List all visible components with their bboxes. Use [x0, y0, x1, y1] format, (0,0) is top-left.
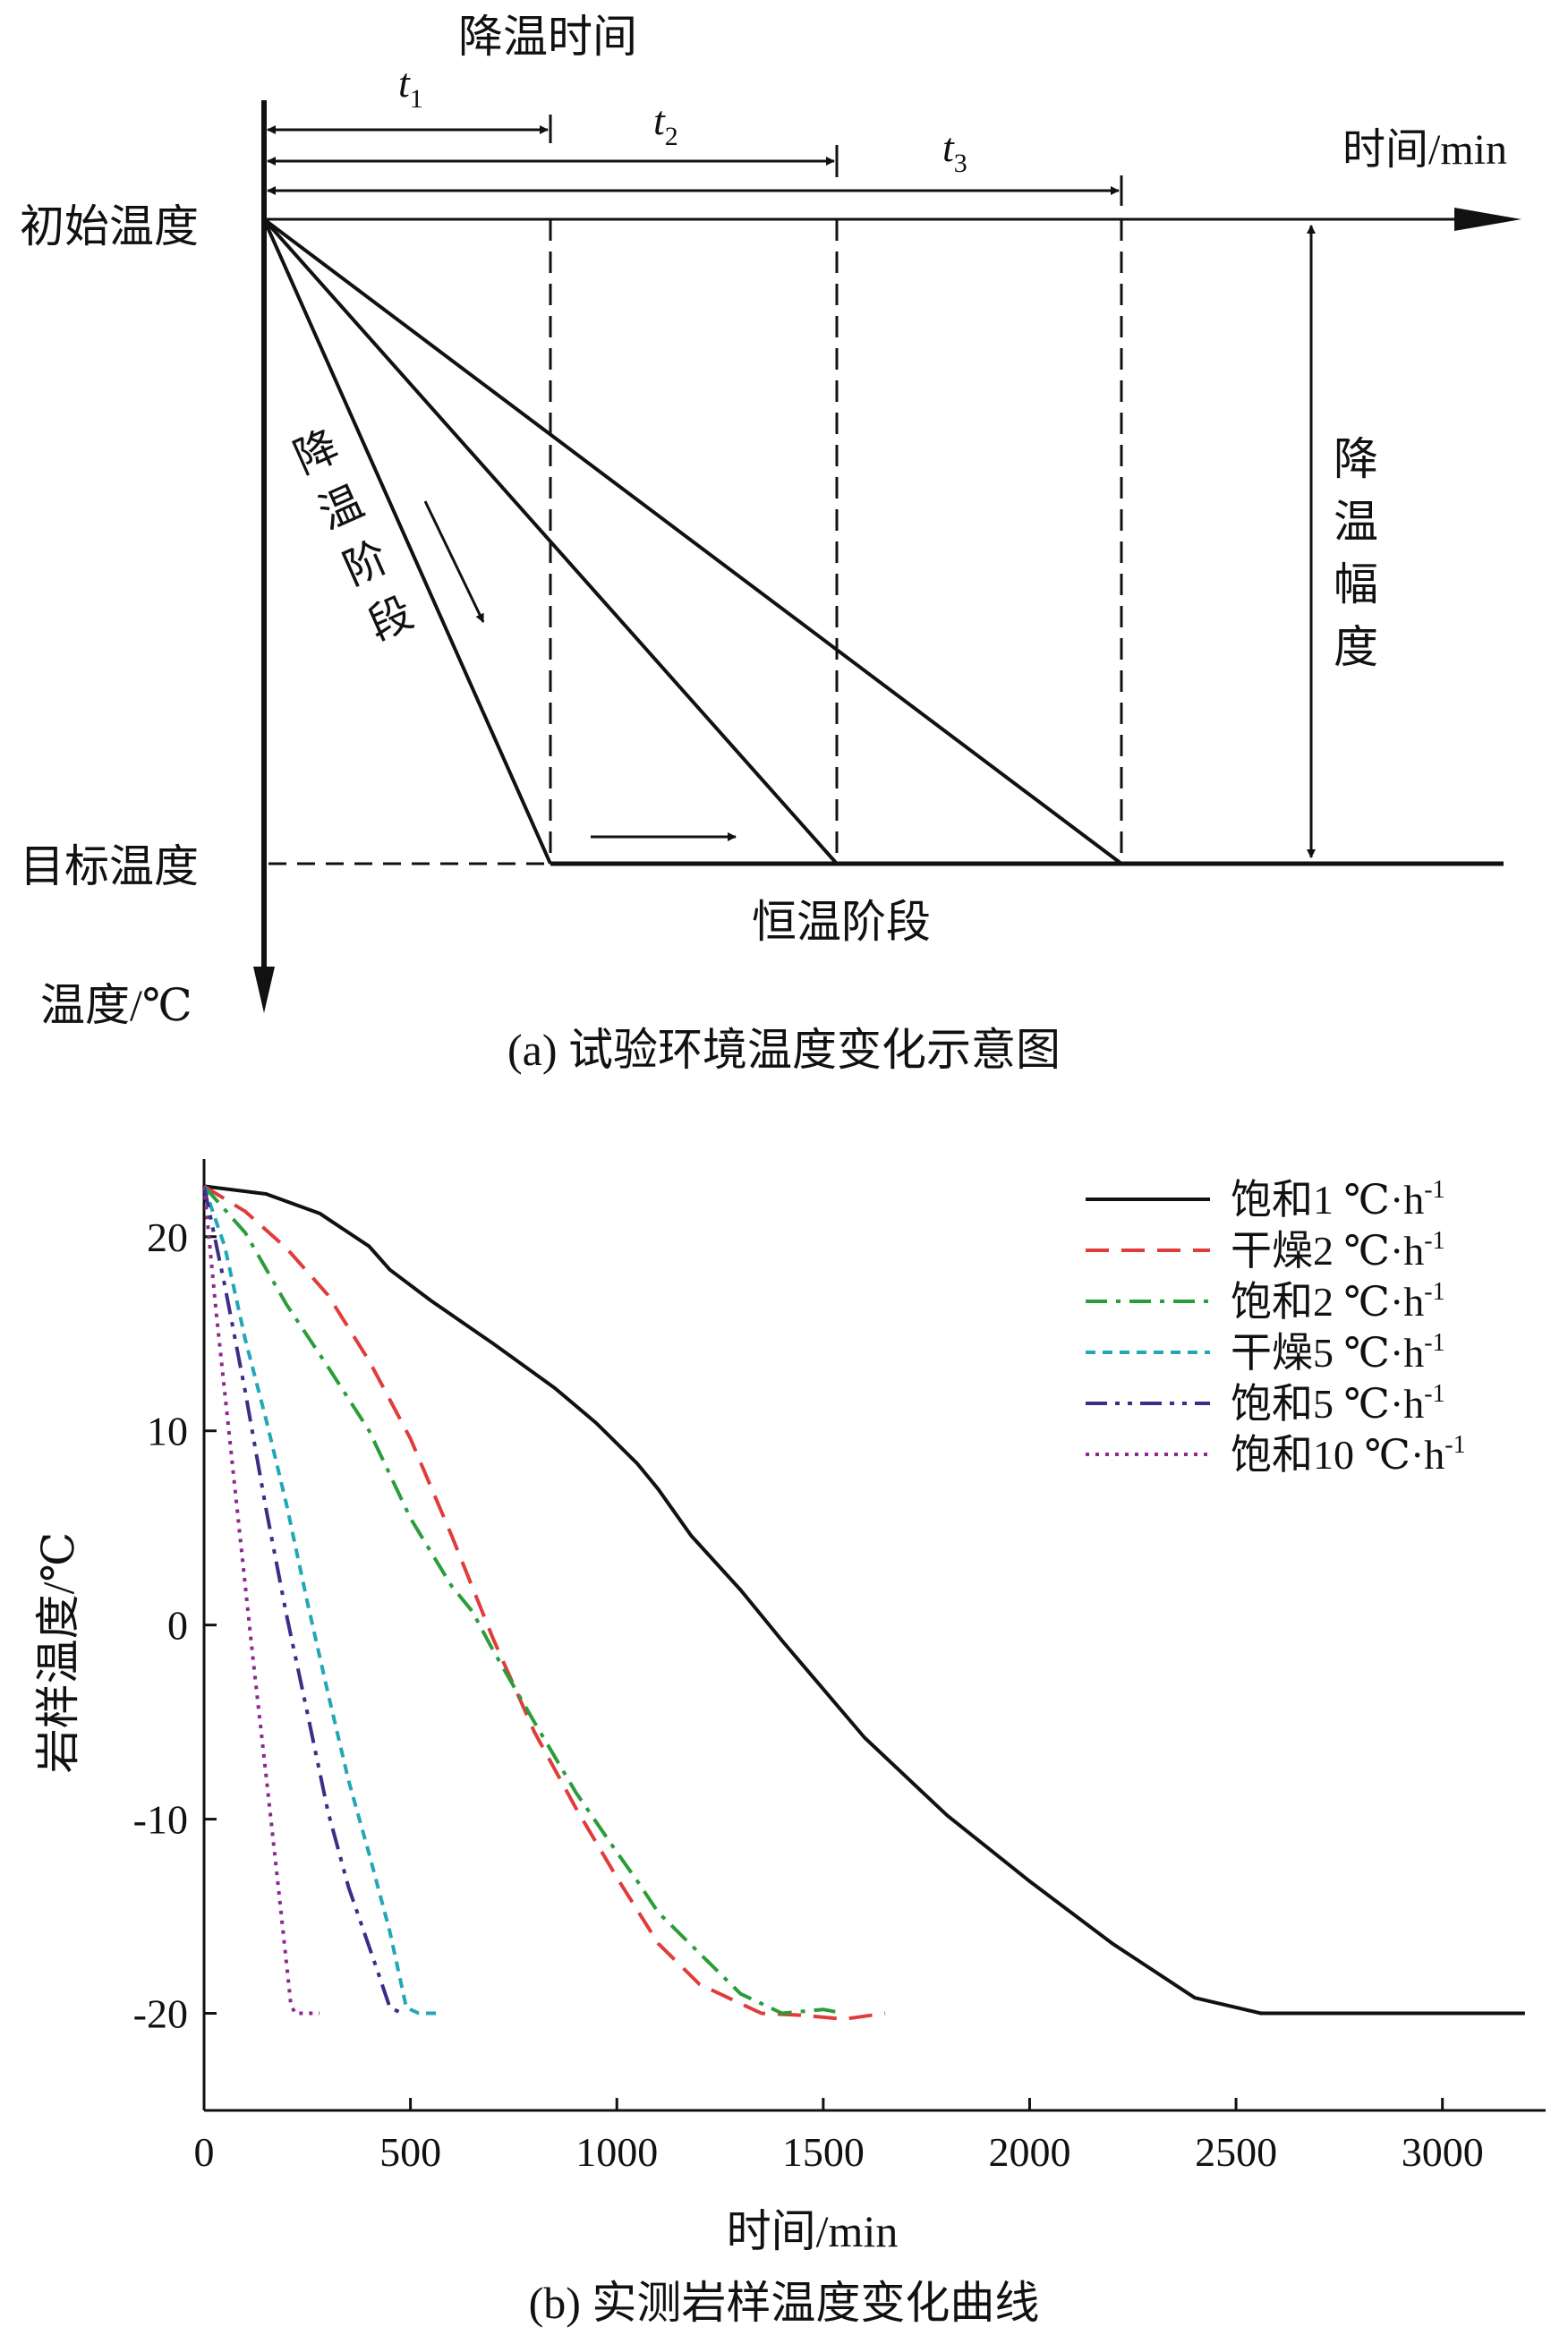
x-tick-label: 0: [194, 2129, 215, 2175]
series-line-4: [202, 1185, 439, 2016]
y-tick-label: 0: [167, 1603, 188, 1649]
cooling-range-char-1: 降: [1334, 434, 1378, 484]
y-tick-label: -10: [133, 1797, 188, 1843]
panel-a-caption: (a) 试验环境温度变化示意图: [507, 1025, 1061, 1075]
x-tick-label: 1500: [782, 2129, 865, 2175]
legend-label-3: 饱和2 ℃·h-1: [1231, 1278, 1445, 1325]
y-axis-label: 岩样温度/℃: [33, 1532, 83, 1774]
y-tick-label: 20: [147, 1215, 188, 1260]
cooling-direction-arrow: [423, 500, 485, 623]
cooling-range-char-3: 幅: [1334, 559, 1378, 609]
constant-stage-label: 恒温阶段: [752, 897, 931, 947]
cooling-stage-char-3: 阶: [337, 533, 395, 594]
legend-label-2: 干燥2 ℃·h-1: [1231, 1227, 1445, 1274]
time-axis-label: 时间/min: [1342, 126, 1507, 174]
time-axis-arrow: [1454, 208, 1521, 231]
x-tick-label: 2000: [988, 2129, 1070, 2175]
cooling-stage-label: 降 温 阶 段: [287, 422, 420, 650]
cooling-time-label: 降温时间: [458, 12, 637, 62]
panel-a-labels: 降温时间 t1 t2 t3 时间/min 初始温度 目标温度 温度/℃ 降 温 …: [20, 12, 1507, 1075]
initial-temp-label: 初始温度: [20, 201, 199, 251]
panel-b-caption: (b) 实测岩样温度变化曲线: [529, 2278, 1040, 2328]
temperature-axis-arrow: [253, 967, 275, 1013]
series-line-3: [202, 1185, 845, 2016]
legend-label-5: 饱和5 ℃·h-1: [1231, 1380, 1445, 1427]
legend-label-4: 干燥5 ℃·h-1: [1231, 1329, 1445, 1376]
cooling-stage-char-4: 段: [362, 589, 420, 650]
temperature-axis-label: 温度/℃: [40, 980, 192, 1030]
series-line-1: [203, 1184, 1525, 2016]
y-tick-label: -20: [133, 1991, 188, 2037]
cooling-ramp-t1: [262, 218, 552, 865]
x-axis-label: 时间/min: [727, 2206, 899, 2256]
cooling-stage-char-2: 温: [312, 478, 371, 539]
cooling-range-char-2: 温: [1334, 497, 1378, 547]
legend-label-6: 饱和10 ℃·h-1: [1231, 1431, 1466, 1478]
cooling-stage-char-1: 降: [287, 422, 345, 483]
series-line-6: [202, 1186, 320, 2016]
x-tick-label: 3000: [1402, 2129, 1484, 2175]
t2-label: t2: [653, 98, 678, 151]
cooling-ramp-t3: [262, 217, 1123, 865]
x-tick-label: 1000: [575, 2129, 658, 2175]
legend-label-1: 饱和1 ℃·h-1: [1231, 1176, 1445, 1223]
y-tick-label: 10: [147, 1409, 188, 1454]
cooling-ramp-t2: [262, 217, 839, 865]
cooling-range-label: 降 温 幅 度: [1334, 434, 1378, 672]
panel-a-diagram: [253, 100, 1521, 1013]
panel-b-chart: 0 500 1000 1500 2000 2500 3000 20 10 0 -10 -20 时间/mi…: [33, 1159, 1546, 2256]
series-line-2: [202, 1184, 886, 2021]
x-tick-label: 2500: [1195, 2129, 1277, 2175]
t3-label: t3: [942, 124, 967, 178]
t1-label: t1: [398, 60, 423, 114]
target-temp-label: 目标温度: [20, 841, 199, 891]
series-line-5: [202, 1185, 404, 2016]
cooling-range-char-4: 度: [1334, 622, 1378, 672]
x-tick-label: 500: [379, 2129, 441, 2175]
